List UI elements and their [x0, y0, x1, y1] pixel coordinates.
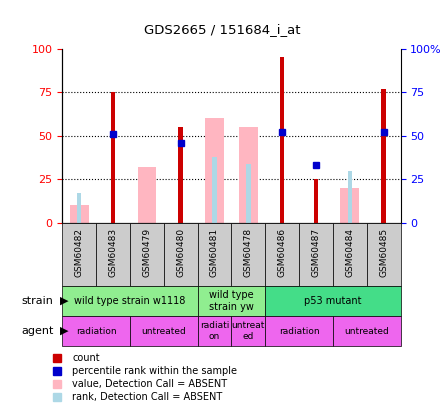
Text: GSM60486: GSM60486 [278, 228, 287, 277]
Text: GSM60478: GSM60478 [244, 228, 253, 277]
Bar [130, 316, 198, 346]
Bar [212, 157, 217, 223]
Text: untreated: untreated [344, 326, 389, 336]
Bar [231, 316, 265, 346]
Text: GSM60484: GSM60484 [345, 228, 354, 277]
Bar [367, 223, 401, 286]
Bar [96, 223, 130, 286]
Bar [314, 179, 318, 223]
Text: rank, Detection Call = ABSENT: rank, Detection Call = ABSENT [73, 392, 223, 402]
Text: GSM60479: GSM60479 [142, 228, 151, 277]
Bar [62, 316, 130, 346]
Bar [138, 167, 156, 223]
Bar [381, 89, 386, 223]
Bar [333, 223, 367, 286]
Text: untreat
ed: untreat ed [232, 322, 265, 341]
Text: GDS2665 / 151684_i_at: GDS2665 / 151684_i_at [144, 23, 301, 36]
Text: count: count [73, 353, 100, 363]
Bar [62, 223, 96, 286]
Bar [111, 92, 115, 223]
Bar [299, 223, 333, 286]
Text: GSM60485: GSM60485 [379, 228, 388, 277]
Bar [280, 58, 284, 223]
Text: value, Detection Call = ABSENT: value, Detection Call = ABSENT [73, 379, 227, 389]
Bar [130, 223, 164, 286]
Text: radiation: radiation [76, 326, 117, 336]
Text: GSM60483: GSM60483 [109, 228, 117, 277]
Bar [246, 164, 251, 223]
Text: wild type strain w1118: wild type strain w1118 [74, 296, 186, 306]
Bar [340, 188, 359, 223]
Bar [198, 286, 265, 316]
Text: GSM60482: GSM60482 [75, 228, 84, 277]
Bar [265, 223, 299, 286]
Bar [164, 223, 198, 286]
Bar [231, 223, 265, 286]
Bar [348, 171, 352, 223]
Bar [70, 205, 89, 223]
Text: p53 mutant: p53 mutant [304, 296, 362, 306]
Bar [198, 316, 231, 346]
Text: agent: agent [21, 326, 53, 336]
Text: wild type
strain yw: wild type strain yw [209, 290, 254, 311]
Bar [265, 316, 333, 346]
Bar [178, 127, 183, 223]
Text: GSM60487: GSM60487 [312, 228, 320, 277]
Text: radiati
on: radiati on [200, 322, 229, 341]
Bar [333, 316, 400, 346]
Text: ▶: ▶ [60, 326, 69, 336]
Text: GSM60481: GSM60481 [210, 228, 219, 277]
Bar [205, 118, 224, 223]
Text: untreated: untreated [142, 326, 186, 336]
Bar [62, 286, 198, 316]
Text: strain: strain [21, 296, 53, 306]
Text: percentile rank within the sample: percentile rank within the sample [73, 366, 238, 376]
Bar [198, 223, 231, 286]
Bar [239, 127, 258, 223]
Text: radiation: radiation [279, 326, 320, 336]
Bar [265, 286, 400, 316]
Text: GSM60480: GSM60480 [176, 228, 185, 277]
Bar [77, 193, 81, 223]
Text: ▶: ▶ [60, 296, 69, 306]
